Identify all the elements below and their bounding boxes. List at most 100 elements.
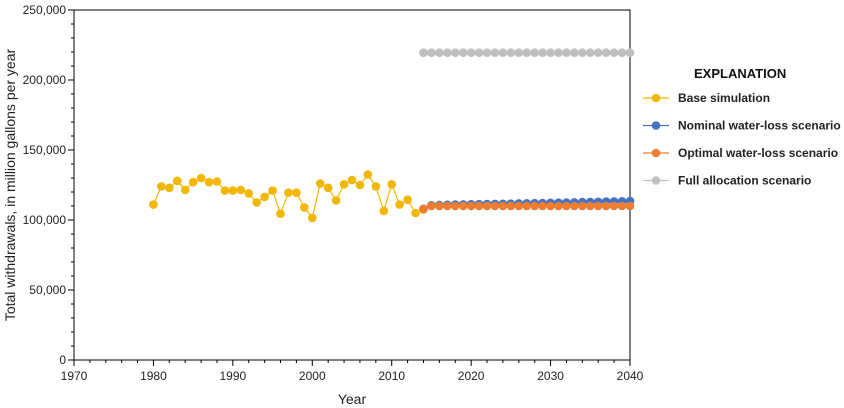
data-point [609, 48, 619, 57]
data-point [331, 196, 341, 205]
data-point [458, 201, 468, 211]
data-point [435, 48, 444, 57]
data-point [236, 185, 246, 195]
legend-label: Base simulation [678, 91, 770, 105]
data-point [554, 201, 563, 211]
y-tick-label: 50,000 [29, 283, 66, 297]
data-point [617, 201, 627, 211]
x-axis: 1970 1980 1990 2000 2010 2020 2030 2040 [61, 360, 644, 383]
series-1 [149, 170, 428, 223]
data-point [450, 48, 460, 57]
data-point [617, 48, 627, 57]
data-point [578, 201, 587, 211]
data-point [347, 175, 357, 185]
data-point [538, 201, 547, 211]
legend-label: Full allocation scenario [678, 174, 811, 188]
data-point [371, 182, 381, 191]
data-point [466, 48, 476, 57]
y-tick-label: 100,000 [23, 213, 67, 227]
data-point [411, 208, 420, 218]
data-point [355, 180, 365, 190]
data-point [204, 177, 214, 187]
data-point [530, 48, 539, 57]
legend-label: Nominal water-loss scenario [678, 119, 841, 133]
data-point [570, 201, 579, 211]
data-point [268, 186, 277, 195]
x-tick-label: 2040 [617, 369, 644, 383]
data-point [244, 189, 254, 198]
data-point [196, 173, 206, 183]
data-point [490, 48, 500, 57]
legend-label: Optimal water-loss scenario [678, 146, 838, 160]
data-point [315, 179, 325, 188]
data-point [585, 48, 595, 57]
data-point [554, 48, 563, 57]
data-point [570, 48, 579, 57]
data-point [466, 201, 476, 211]
y-axis: 0 50,000 100,000 150,000 200,000 250,000 [23, 3, 74, 367]
data-point [339, 180, 349, 189]
x-tick-label: 2000 [299, 369, 326, 383]
y-axis-title: Total withdrawals, in million gallons pe… [2, 48, 18, 321]
data-point [395, 200, 404, 209]
data-point [443, 201, 452, 211]
legend-swatch-marker [651, 148, 661, 158]
data-point [490, 201, 500, 211]
data-point [419, 48, 428, 57]
y-tick-label: 0 [59, 353, 66, 367]
data-point [538, 48, 547, 57]
data-point [474, 48, 484, 57]
x-tick-label: 2020 [458, 369, 485, 383]
data-point [435, 201, 444, 211]
plot-border [73, 9, 631, 361]
data-point [482, 48, 492, 57]
data-point [514, 48, 524, 57]
x-tick-label: 1970 [61, 369, 88, 383]
data-point [506, 48, 516, 57]
data-point [625, 201, 635, 211]
data-point [323, 183, 333, 193]
data-point [506, 201, 516, 211]
data-point [387, 180, 397, 189]
data-point [220, 186, 230, 195]
data-point [276, 209, 285, 218]
data-point [443, 48, 452, 57]
data-point [260, 192, 269, 202]
data-point [149, 200, 158, 209]
data-point [427, 48, 436, 57]
data-point [562, 201, 571, 211]
plot-frame [73, 9, 631, 361]
data-point [593, 48, 603, 57]
data-point [188, 177, 198, 187]
data-point [482, 201, 492, 211]
legend-swatch-marker [651, 93, 661, 103]
data-point [498, 48, 508, 57]
y-tick-label: 150,000 [23, 143, 67, 157]
legend-swatch-marker [651, 121, 661, 130]
x-tick-label: 1980 [140, 369, 167, 383]
data-point [514, 201, 524, 211]
x-tick-label: 2030 [537, 369, 564, 383]
data-point [307, 213, 317, 223]
data-point [403, 195, 412, 204]
data-point [593, 201, 603, 211]
data-point [450, 201, 460, 211]
data-point [562, 48, 571, 57]
data-point [458, 48, 468, 57]
data-point [530, 201, 539, 211]
data-point [165, 183, 174, 193]
data-point [363, 170, 373, 179]
data-point [474, 201, 484, 211]
series-4 [419, 48, 635, 57]
data-point [252, 198, 261, 207]
series-3 [419, 201, 635, 214]
data-point [284, 188, 293, 197]
data-point [522, 201, 532, 211]
data-point [228, 186, 238, 195]
data-point [379, 206, 389, 216]
data-point [172, 176, 182, 186]
legend-title: EXPLANATION [694, 66, 786, 81]
data-point [427, 201, 436, 211]
legend: EXPLANATION Base simulation Nominal water… [643, 66, 841, 188]
legend-items: Base simulation Nominal water-loss scenar… [643, 91, 841, 188]
